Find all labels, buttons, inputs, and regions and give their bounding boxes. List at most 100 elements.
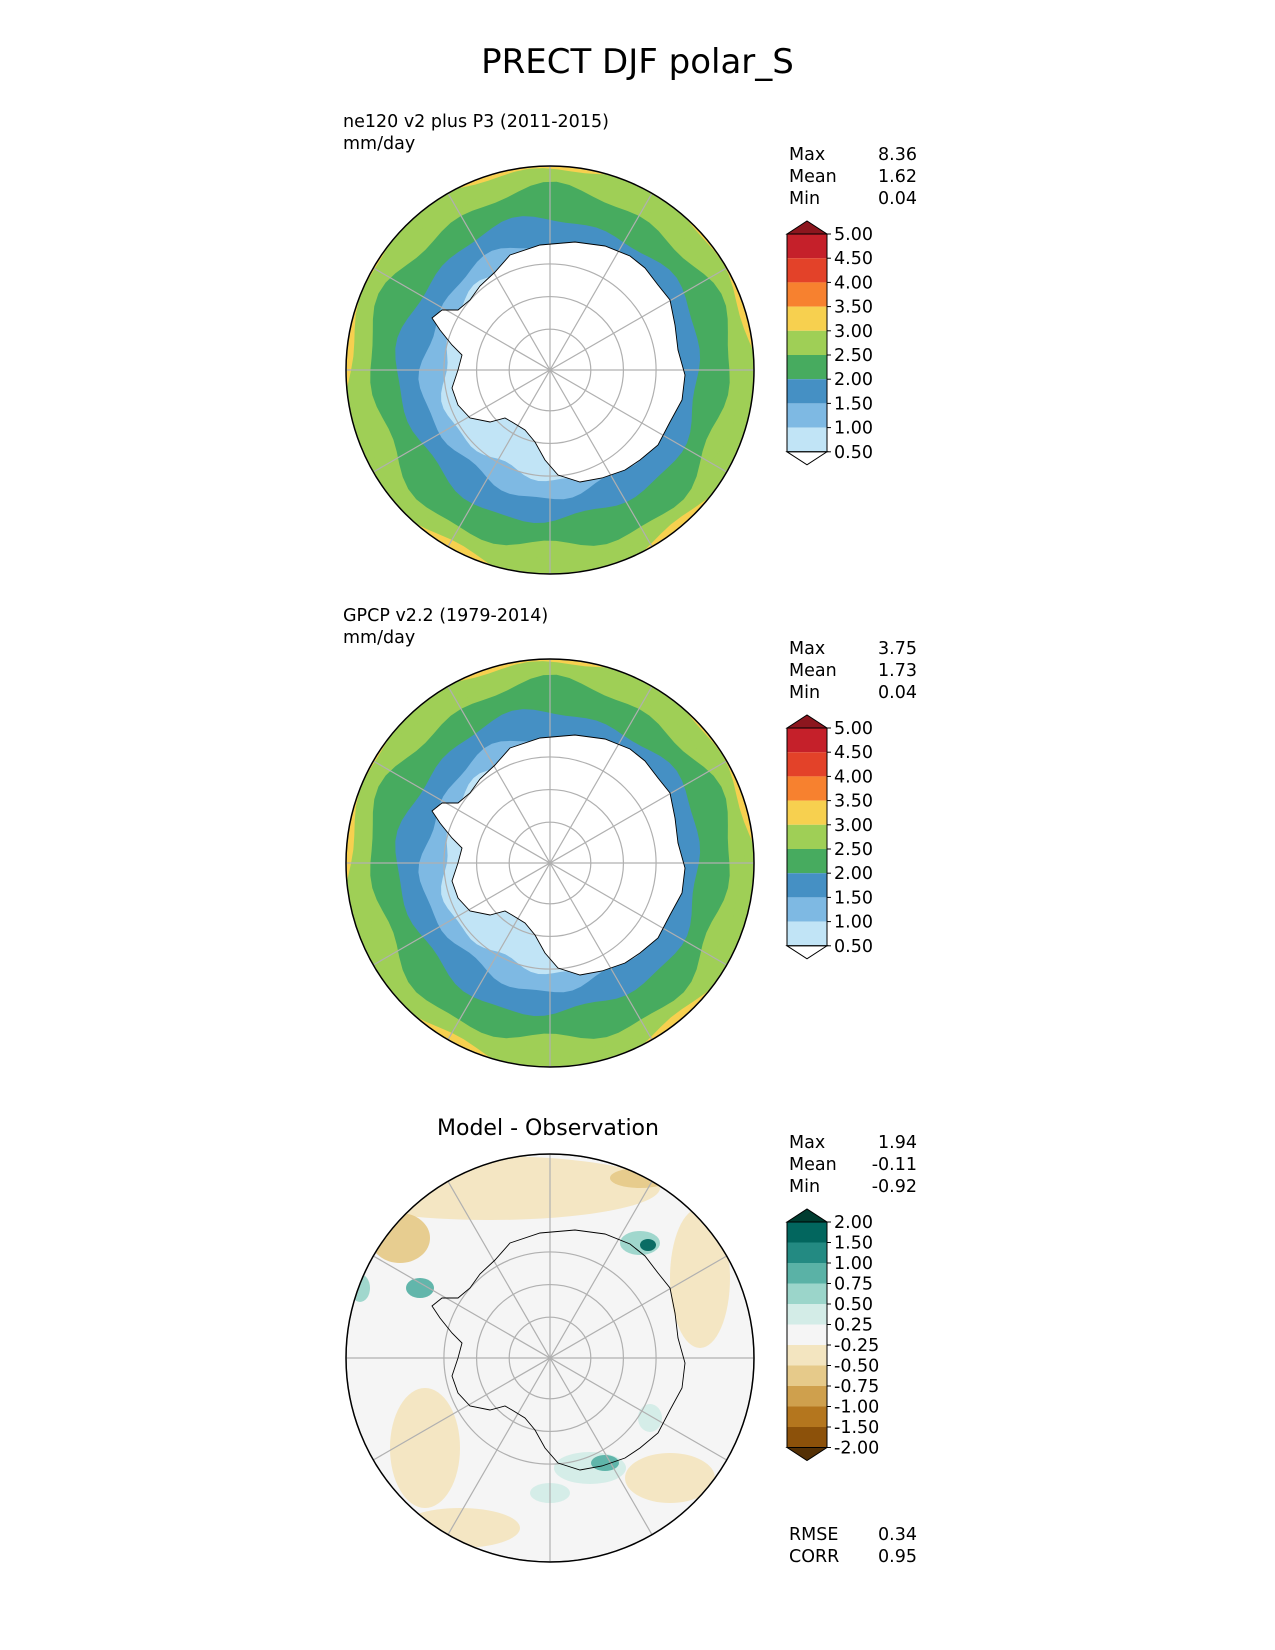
colorbar-tick-label: 4.50 <box>834 743 873 763</box>
colorbar-tick-label: -2.00 <box>834 1439 879 1459</box>
colorbar-tick-label: 5.00 <box>834 719 873 739</box>
colorbar-segment <box>787 897 827 922</box>
colorbar-segment <box>787 873 827 898</box>
colorbar-segment <box>787 1427 827 1448</box>
anomaly-patch <box>638 1404 662 1432</box>
colorbar-segment <box>787 1324 827 1345</box>
colorbar-segment <box>787 1222 827 1243</box>
anomaly-patch <box>591 1455 619 1471</box>
anomaly-patch <box>390 1388 460 1508</box>
stat-label: Mean <box>789 167 837 187</box>
coastline <box>431 1229 686 1471</box>
stat-label: Mean <box>789 1155 837 1175</box>
colorbar-segment <box>787 1406 827 1427</box>
colorbar-tick-label: 0.50 <box>834 443 873 463</box>
panel3-polar-map <box>345 1153 755 1563</box>
stat-label: Min <box>789 189 821 209</box>
stat-value: 8.36 <box>878 145 917 165</box>
colorbar-tick-label: 1.50 <box>834 394 873 414</box>
colorbar-tick-label: 4.00 <box>834 767 873 787</box>
panel1-polar-map <box>345 165 755 575</box>
stat-value: 0.04 <box>878 189 917 209</box>
colorbar-extend-min <box>785 1447 829 1462</box>
colorbar-tick-label: -0.75 <box>834 1377 879 1397</box>
colorbar-extend-max <box>785 714 829 729</box>
colorbar-segment <box>787 921 827 946</box>
coastline <box>431 241 686 483</box>
map-boundary <box>345 165 755 575</box>
colorbar-segment <box>787 752 827 777</box>
colorbar-segment <box>787 1304 827 1325</box>
anomaly-patch <box>640 1239 656 1251</box>
stat-value: 1.73 <box>878 661 917 681</box>
colorbar-segment <box>787 330 827 355</box>
anomaly-patch <box>406 1278 434 1298</box>
anomaly-patch <box>625 1453 715 1503</box>
stat-label: Min <box>789 683 821 703</box>
colorbar-tick-label: 2.50 <box>834 346 873 366</box>
colorbar-segment <box>787 403 827 428</box>
colorbar-extend-max <box>785 1208 829 1223</box>
colorbar-segment <box>787 379 827 404</box>
anomaly-patch <box>610 1168 670 1188</box>
meridian-line <box>373 1255 727 1461</box>
colorbar-segment <box>787 849 827 874</box>
colorbar-frame <box>786 727 828 947</box>
panel2-title: GPCP v2.2 (1979-2014) <box>343 606 549 626</box>
colorbar-segment <box>787 355 827 380</box>
panel1-colorbar: 0.50 1.00 1.50 2.00 2.50 3.00 3.50 4.00 4.50 5.00 <box>785 220 873 466</box>
colorbar-extend-max <box>785 220 829 235</box>
colorbar-tick-label: 2.00 <box>834 1213 873 1233</box>
colorbar-segment <box>787 1386 827 1407</box>
coastline <box>431 734 686 976</box>
stat-label: Min <box>789 1177 821 1197</box>
colorbar-tick-label: 1.00 <box>834 913 873 933</box>
metric-value: 0.34 <box>878 1525 917 1545</box>
colorbar-segment <box>787 824 827 849</box>
map-boundary <box>345 1153 755 1563</box>
stat-label: Max <box>789 145 826 165</box>
colorbar-tick-label: 4.00 <box>834 273 873 293</box>
colorbar-tick-label: -1.00 <box>834 1398 879 1418</box>
colorbar-tick-label: 1.00 <box>834 419 873 439</box>
colorbar-tick-label: -1.50 <box>834 1418 879 1438</box>
colorbar-tick-label: 3.00 <box>834 816 873 836</box>
map-boundary <box>345 658 755 1068</box>
stat-label: Mean <box>789 661 837 681</box>
colorbar-segment <box>787 306 827 331</box>
anomaly-patch <box>350 1274 370 1302</box>
stat-value: 0.04 <box>878 683 917 703</box>
metric-label: CORR <box>789 1547 840 1567</box>
colorbar-segment <box>787 282 827 307</box>
colorbar-segment <box>787 1263 827 1284</box>
panel2-polar-map <box>345 658 755 1068</box>
stat-value: -0.92 <box>871 1177 917 1197</box>
stat-label: Max <box>789 1133 826 1153</box>
colorbar-tick-label: 0.25 <box>834 1316 873 1336</box>
meridian-line <box>373 760 727 966</box>
panel3-title: Model - Observation <box>437 1116 659 1141</box>
colorbar-tick-label: 5.00 <box>834 225 873 245</box>
colorbar-segment <box>787 427 827 452</box>
stat-label: Max <box>789 639 826 659</box>
stat-value: -0.11 <box>871 1155 917 1175</box>
colorbar-segment <box>787 1242 827 1263</box>
colorbar-tick-label: 3.00 <box>834 322 873 342</box>
colorbar-tick-label: 1.50 <box>834 888 873 908</box>
colorbar-extend-min <box>785 451 829 466</box>
metric-value: 0.95 <box>878 1547 917 1567</box>
colorbar-segment <box>787 258 827 283</box>
meridian-line <box>373 267 727 473</box>
colorbar-tick-label: 0.75 <box>834 1275 873 1295</box>
continent-fill <box>432 735 685 975</box>
colorbar-tick-label: 1.50 <box>834 1234 873 1254</box>
colorbar-tick-label: 0.50 <box>834 1295 873 1315</box>
metric-label: RMSE <box>789 1525 839 1545</box>
colorbar-tick-label: -0.50 <box>834 1357 879 1377</box>
panel2-units: mm/day <box>343 628 416 648</box>
colorbar-tick-label: 4.50 <box>834 249 873 269</box>
stat-value: 1.62 <box>878 167 917 187</box>
colorbar-frame <box>786 233 828 453</box>
colorbar-tick-label: 1.00 <box>834 1254 873 1274</box>
colorbar-tick-label: -0.25 <box>834 1336 879 1356</box>
